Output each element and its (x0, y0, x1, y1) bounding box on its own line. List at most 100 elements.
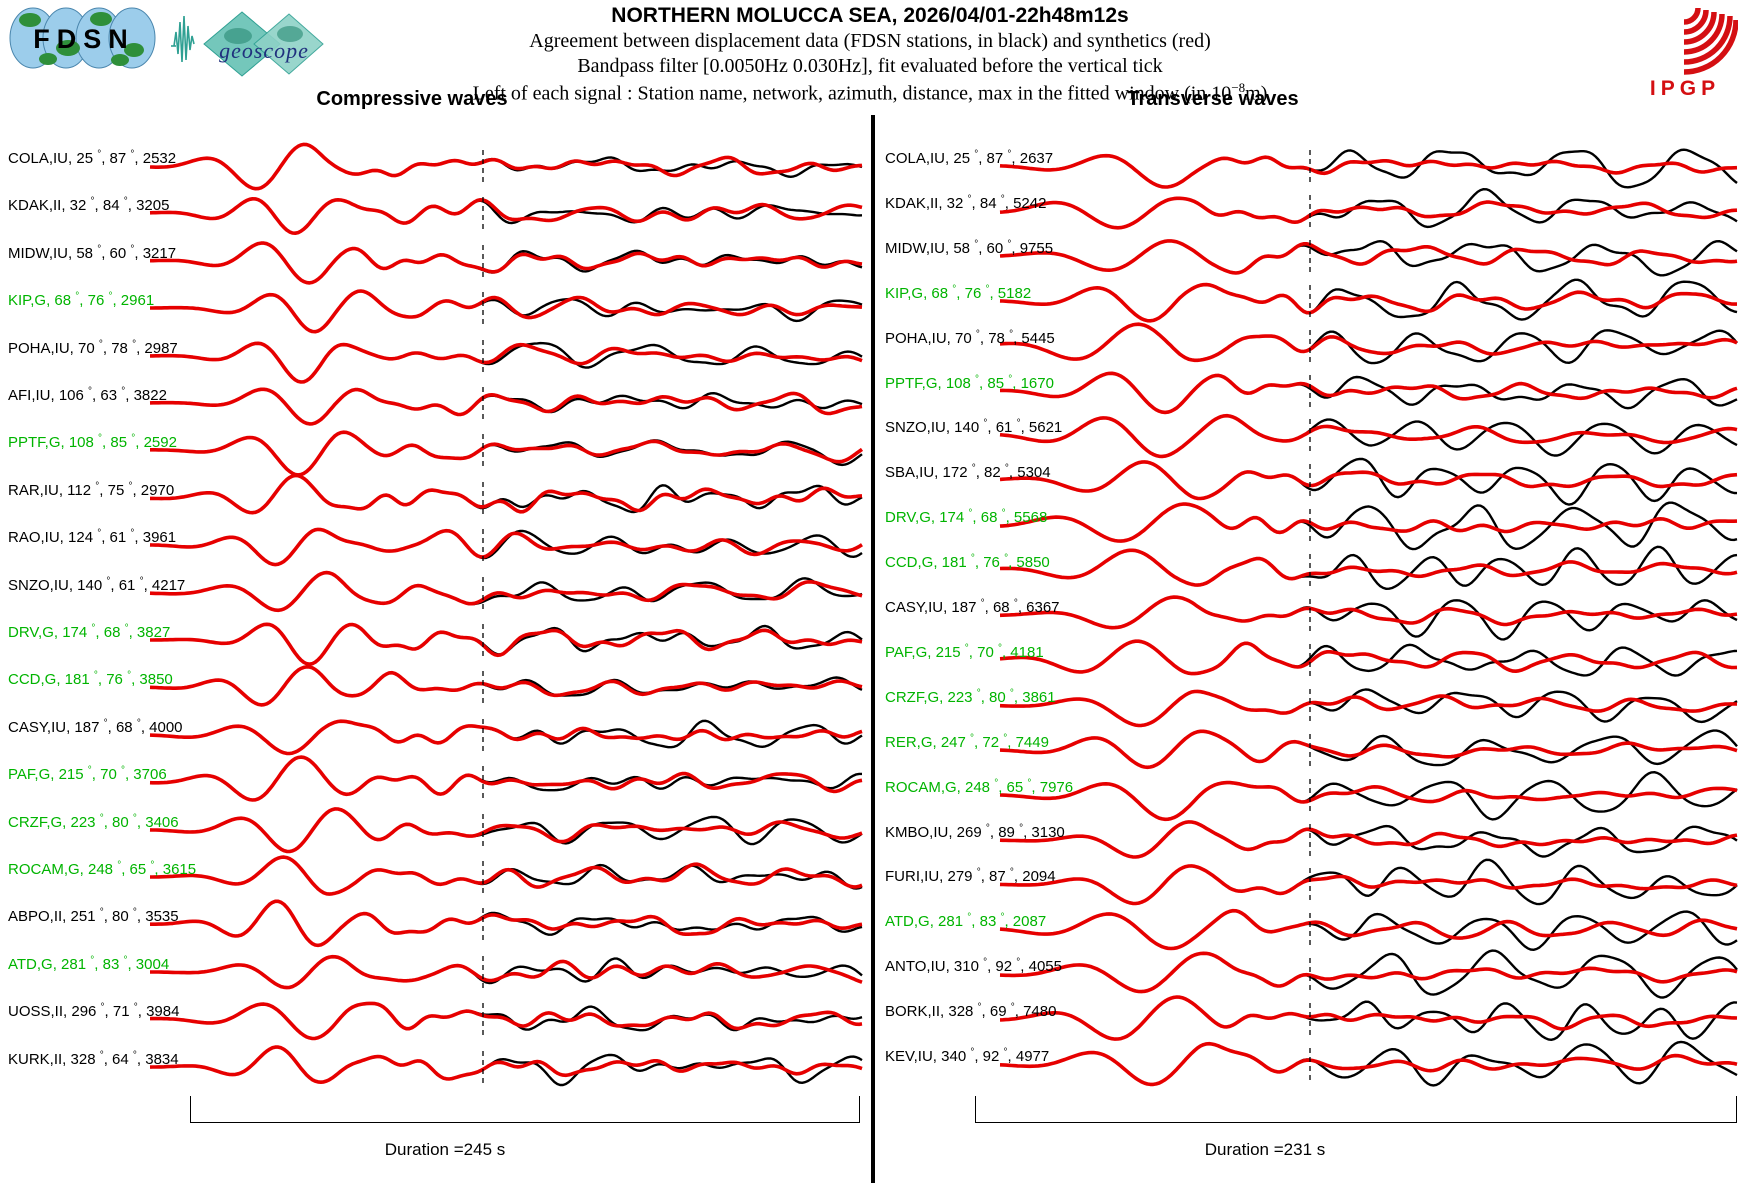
geoscope-diamonds (203, 11, 324, 77)
waveform-trace (999, 949, 1738, 999)
station-label: PPTF,G, 108 °, 85 °, 1670 (885, 373, 1054, 392)
station-label: COLA,IU, 25 °, 87 °, 2637 (885, 149, 1054, 167)
data-trace-black (1014, 820, 1738, 858)
synthetic-trace-red (999, 689, 1737, 728)
station-label: SNZO,IU, 140 °, 61 °, 5621 (885, 418, 1063, 437)
ipgp-rays-icon (1683, 7, 1738, 75)
subtitle-bandpass: Bandpass filter [0.0050Hz 0.030Hz], fit … (577, 55, 1163, 77)
station-label: KDAK,II, 32 °, 84 °, 3205 (8, 196, 170, 215)
station-label: RER,G, 247 °, 72 °, 7449 (885, 732, 1049, 751)
waveform-trace (999, 909, 1738, 952)
waveform-trace (999, 321, 1738, 364)
synthetic-trace-red (999, 729, 1738, 769)
synthetic-trace-red (999, 909, 1738, 951)
station-label: CRZF,G, 223 °, 80 °, 3861 (885, 687, 1056, 706)
synthetic-trace-red (150, 954, 863, 990)
data-trace-black (192, 474, 863, 514)
synthetic-trace-red (150, 289, 863, 334)
station-label: ATD,G, 281 °, 83 °, 3004 (8, 954, 170, 973)
ipgp-logo-text: IPGP (1650, 77, 1720, 100)
station-label: COLA,IU, 25 °, 87 °, 2532 (8, 149, 177, 167)
waveform-trace (150, 954, 863, 990)
waveform-trace (149, 1044, 863, 1086)
station-label: RAR,IU, 112 °, 75 °, 2970 (8, 480, 175, 499)
waveform-trace (150, 855, 863, 896)
station-label: BORK,II, 328 °, 69 °, 7480 (885, 1002, 1057, 1021)
fdsn-logo-text: FDSN (33, 24, 135, 54)
station-label: ABPO,II, 251 °, 80 °, 3535 (8, 907, 179, 926)
waveform-trace (149, 806, 863, 853)
waveform-trace (149, 665, 863, 708)
panel-title-transverse: Transverse waves (1127, 88, 1299, 110)
fdsn-globes (9, 7, 156, 69)
synthetic-trace-red (999, 780, 1738, 821)
synthetic-trace-red (149, 719, 863, 756)
waveform-trace (999, 858, 1738, 906)
data-trace-black (1014, 729, 1738, 769)
duration-bracket-left (190, 1096, 860, 1123)
duration-label-left: Duration =245 s (384, 1140, 506, 1159)
synthetic-trace-red (999, 238, 1738, 275)
synthetic-trace-red (1000, 371, 1738, 414)
waveform-trace (149, 718, 863, 756)
waveform-trace (999, 187, 1738, 230)
subtitle-label-legend-prefix: Left of each signal : Station name, netw… (472, 82, 1232, 105)
waveform-trace (999, 278, 1738, 323)
geoscope-logo: geoscope (171, 11, 324, 77)
panel-separator (871, 115, 875, 1183)
station-label: CCD,G, 181 °, 76 °, 3850 (8, 670, 173, 689)
waveform-trace (999, 414, 1738, 459)
synthetic-trace-red (150, 241, 863, 285)
waveform-trace (999, 770, 1738, 821)
subtitle-label-legend-exponent: −8 (1231, 80, 1246, 95)
waveform-trace (999, 995, 1738, 1042)
station-label: AFI,IU, 106 °, 63 °, 3822 (8, 386, 167, 404)
synthetic-trace-red (149, 527, 863, 567)
synthetic-trace-red (999, 153, 1738, 189)
data-trace-black (192, 528, 863, 566)
station-label: SNZO,IU, 140 °, 61 °, 4217 (8, 575, 186, 594)
station-label: MIDW,IU, 58 °, 60 °, 9755 (885, 238, 1054, 257)
synthetic-trace-red (999, 282, 1737, 323)
synthetic-trace-red (150, 1001, 863, 1041)
station-label: ROCAM,G, 248 °, 65 °, 7976 (885, 777, 1074, 796)
station-label: PAF,G, 215 °, 70 °, 4181 (885, 642, 1044, 661)
station-label: KURK,II, 328 °, 64 °, 3834 (8, 1049, 179, 1068)
waveform-trace (999, 148, 1738, 189)
waveform-trace (149, 142, 863, 191)
synthetic-trace-red (999, 460, 1738, 501)
synthetic-trace-red (149, 1044, 863, 1084)
data-trace-black (192, 388, 863, 426)
synthetic-trace-red (149, 665, 863, 708)
waveform-trace (150, 899, 863, 948)
waveform-trace (999, 501, 1738, 551)
synthetic-trace-red (149, 197, 863, 236)
synthetic-trace-red (149, 806, 863, 853)
fdsn-logo: FDSN (9, 7, 156, 69)
station-label: KIP,G, 68 °, 76 °, 5182 (885, 283, 1032, 302)
data-trace-black (1014, 858, 1738, 906)
synthetic-trace-red (149, 387, 863, 426)
synthetic-trace-red (149, 570, 863, 612)
duration-label-right: Duration =231 s (1204, 1140, 1326, 1159)
waveform-trace (999, 639, 1738, 678)
synthetic-trace-red (999, 995, 1738, 1041)
waveform-trace (999, 1040, 1738, 1087)
station-label: FURI,IU, 279 °, 87 °, 2094 (885, 867, 1056, 886)
geoscope-logo-text: geoscope (219, 38, 309, 63)
waveform-trace (999, 238, 1738, 277)
station-label: KEV,IU, 340 °, 92 °, 4977 (885, 1047, 1050, 1065)
waveform-trace (149, 570, 863, 612)
synthetic-trace-red (150, 430, 864, 478)
panel-title-compressive: Compressive waves (316, 88, 508, 110)
station-label: DRV,G, 174 °, 68 °, 3827 (8, 623, 171, 641)
synthetic-trace-red (150, 622, 863, 667)
waveform-trace (150, 1001, 863, 1041)
waveform-trace (150, 473, 863, 516)
waveform-trace (150, 339, 863, 384)
synthetic-trace-red (999, 639, 1738, 676)
waveform-trace (999, 688, 1738, 728)
synthetic-trace-red (999, 196, 1738, 230)
waveform-trace (1000, 371, 1738, 414)
waveform-trace (999, 545, 1738, 591)
